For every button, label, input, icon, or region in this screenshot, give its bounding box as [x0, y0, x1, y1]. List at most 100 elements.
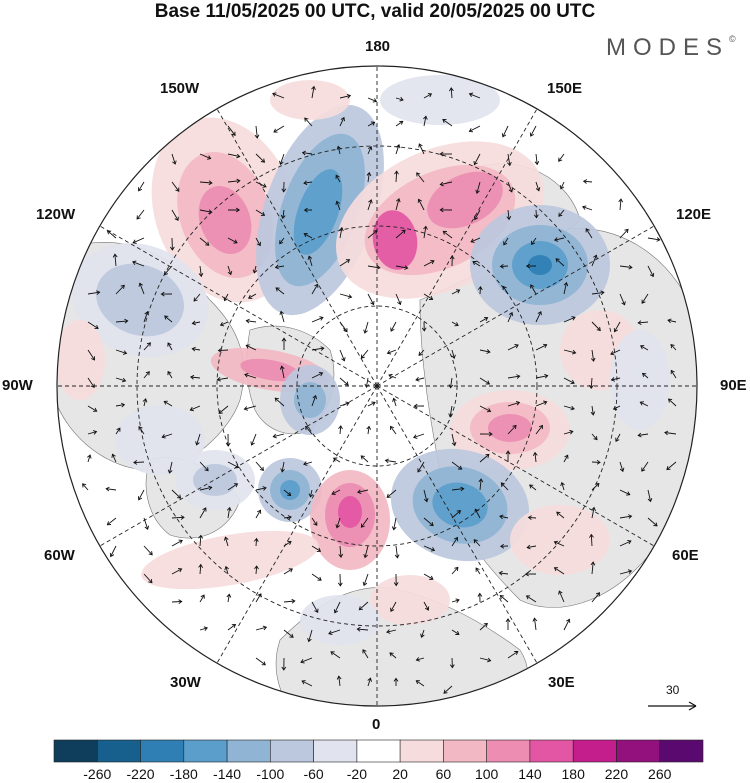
reference-vector [648, 701, 697, 711]
colorbar-swatch [226, 739, 271, 763]
wind-vector-head [262, 486, 267, 491]
wind-vector-head [208, 209, 213, 215]
wind-vector-head [508, 311, 514, 317]
wind-vector [451, 433, 456, 446]
wind-vector [479, 657, 491, 662]
wind-vector [246, 344, 257, 351]
wind-vector-head [384, 458, 389, 464]
wind-vector-head [106, 230, 112, 235]
wind-vector-head [529, 484, 534, 489]
wind-vector [255, 153, 265, 163]
wind-vector [164, 265, 173, 275]
colorbar-swatch [616, 739, 661, 763]
colorbar-swatch [399, 739, 444, 763]
wind-vector [421, 629, 425, 638]
wind-vector [647, 237, 660, 241]
wind-vector [415, 377, 425, 381]
wind-vector-head [207, 155, 212, 160]
wind-vector-head [439, 181, 444, 187]
wind-vector-head [96, 290, 101, 295]
wind-vector [255, 657, 266, 666]
wind-vector-head [470, 238, 475, 243]
wind-vector [339, 227, 343, 239]
wind-vector [115, 404, 125, 407]
colorbar-tick-label: -220 [126, 766, 155, 782]
wind-vector-head [404, 265, 409, 270]
wind-vector-head [582, 179, 588, 184]
wind-vector [218, 349, 229, 352]
anomaly-patch [198, 186, 252, 254]
wind-vector [224, 537, 229, 547]
wind-vector [283, 541, 292, 547]
wind-vector-head [442, 230, 447, 235]
wind-vector-head [637, 432, 642, 438]
lon-label-90e: 90E [720, 377, 747, 394]
wind-vector-head [132, 260, 137, 266]
anomaly-patch [610, 330, 670, 430]
wind-vector-head [439, 207, 444, 213]
wind-vector-head [572, 349, 577, 355]
wind-vector-head [331, 490, 336, 495]
wind-vector-head [289, 633, 294, 638]
wind-vector-head [307, 255, 313, 260]
lon-label-60w: 60W [44, 547, 75, 564]
wind-vector-head [233, 239, 238, 244]
wind-vector [367, 97, 377, 102]
wind-vector [225, 566, 229, 575]
wind-vector [282, 209, 285, 219]
wind-vector-head [164, 315, 169, 320]
wind-vector [171, 568, 182, 575]
wind-vector-head [340, 116, 345, 122]
wind-vector-head [204, 467, 209, 472]
wind-vector-head [524, 571, 529, 577]
wind-vector [535, 375, 548, 379]
wind-vector [251, 433, 257, 446]
wind-vector-head [449, 664, 455, 669]
wind-vector-head [345, 259, 351, 264]
wind-vector-head [260, 211, 266, 216]
wind-vector-head [668, 398, 673, 403]
wind-vector [619, 570, 632, 575]
wind-vector-head [485, 380, 491, 385]
wind-vector-head [124, 318, 129, 324]
wind-vector [556, 511, 565, 519]
wind-vector [190, 376, 201, 379]
wind-vector-head [261, 661, 266, 666]
wind-vector-head [112, 253, 118, 258]
wind-vector-head [287, 491, 292, 497]
wind-vector [395, 265, 408, 269]
wind-vector [535, 425, 543, 435]
wind-vector-head [347, 294, 353, 299]
wind-vector [311, 601, 319, 613]
wind-vector [554, 237, 565, 241]
wind-vector-head [373, 230, 378, 235]
wind-vector-head [532, 451, 538, 457]
wind-vector [87, 349, 95, 361]
wind-vector-head [457, 465, 463, 470]
wind-vector-head [640, 345, 645, 350]
wind-vector [390, 601, 397, 612]
wind-vector-head [148, 579, 153, 584]
wind-vector [367, 146, 372, 155]
wind-vector [395, 545, 398, 558]
wind-vector-head [527, 515, 532, 520]
wind-vector-head [399, 96, 404, 102]
wind-vector-head [456, 510, 462, 515]
wind-vector-head [394, 554, 400, 559]
wind-vector [507, 209, 510, 220]
wind-vector [227, 461, 239, 468]
wind-vector [138, 489, 145, 501]
wind-vector [279, 153, 285, 165]
wind-vector [418, 143, 425, 155]
wind-vector-head [303, 232, 308, 238]
wind-vector [472, 261, 481, 267]
wind-vector-head [174, 216, 179, 221]
wind-vector-head [555, 258, 560, 263]
wind-vector-head [392, 397, 397, 403]
meridian [376, 108, 538, 387]
wind-vector-head [226, 593, 232, 598]
colorbar-swatch [529, 739, 574, 763]
wind-vector [255, 565, 258, 575]
wind-vector-head [320, 346, 325, 351]
wind-vector-head [339, 226, 344, 232]
